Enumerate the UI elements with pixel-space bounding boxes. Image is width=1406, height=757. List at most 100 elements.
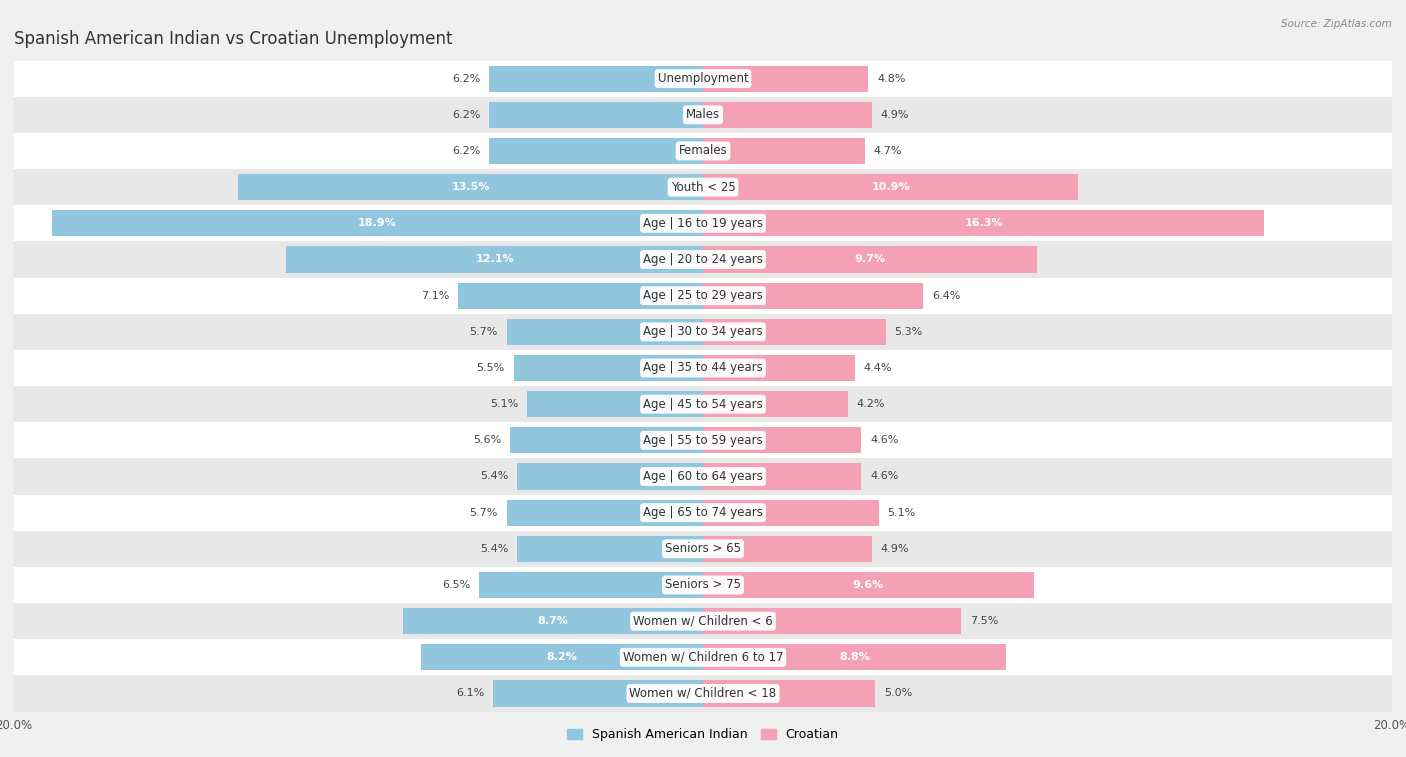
Text: Seniors > 65: Seniors > 65 — [665, 542, 741, 556]
Text: 5.4%: 5.4% — [479, 472, 509, 481]
Text: 6.4%: 6.4% — [932, 291, 960, 301]
Bar — [14, 278, 1392, 313]
Bar — [506, 319, 703, 345]
Bar — [703, 355, 855, 381]
Bar — [703, 572, 1033, 598]
Bar — [517, 536, 703, 562]
Bar — [14, 675, 1392, 712]
Text: 5.4%: 5.4% — [479, 544, 509, 554]
Text: 7.1%: 7.1% — [422, 291, 450, 301]
Bar — [287, 247, 703, 273]
Bar — [703, 681, 875, 706]
Bar — [14, 205, 1392, 241]
Text: 4.6%: 4.6% — [870, 435, 898, 445]
Text: Women w/ Children < 6: Women w/ Children < 6 — [633, 615, 773, 628]
Text: 8.2%: 8.2% — [547, 653, 578, 662]
Bar — [489, 101, 703, 128]
Bar — [703, 174, 1078, 200]
Bar — [703, 536, 872, 562]
Text: Age | 65 to 74 years: Age | 65 to 74 years — [643, 506, 763, 519]
Bar — [14, 241, 1392, 278]
Text: 8.7%: 8.7% — [537, 616, 568, 626]
Text: Age | 55 to 59 years: Age | 55 to 59 years — [643, 434, 763, 447]
Bar — [703, 247, 1038, 273]
Text: Males: Males — [686, 108, 720, 121]
Text: 5.7%: 5.7% — [470, 508, 498, 518]
Bar — [420, 644, 703, 671]
Bar — [14, 603, 1392, 639]
Text: 18.9%: 18.9% — [359, 218, 396, 229]
Bar — [14, 494, 1392, 531]
Bar — [703, 427, 862, 453]
Text: Spanish American Indian vs Croatian Unemployment: Spanish American Indian vs Croatian Unem… — [14, 30, 453, 48]
Bar — [489, 66, 703, 92]
Bar — [703, 391, 848, 417]
Bar — [703, 463, 862, 490]
Text: 16.3%: 16.3% — [965, 218, 1002, 229]
Text: 9.7%: 9.7% — [855, 254, 886, 264]
Text: 5.1%: 5.1% — [887, 508, 915, 518]
Text: 6.1%: 6.1% — [456, 689, 484, 699]
Text: 9.6%: 9.6% — [853, 580, 884, 590]
Text: Age | 16 to 19 years: Age | 16 to 19 years — [643, 217, 763, 230]
Text: 4.2%: 4.2% — [856, 399, 884, 409]
Bar — [510, 427, 703, 453]
Bar — [527, 391, 703, 417]
Text: 13.5%: 13.5% — [451, 182, 489, 192]
Text: Youth < 25: Youth < 25 — [671, 181, 735, 194]
Text: 4.9%: 4.9% — [880, 544, 908, 554]
Bar — [479, 572, 703, 598]
Bar — [14, 567, 1392, 603]
Text: 5.5%: 5.5% — [477, 363, 505, 373]
Text: 5.6%: 5.6% — [474, 435, 502, 445]
Bar — [703, 66, 869, 92]
Text: 10.9%: 10.9% — [872, 182, 910, 192]
Bar — [14, 422, 1392, 459]
Text: 5.1%: 5.1% — [491, 399, 519, 409]
Text: Source: ZipAtlas.com: Source: ZipAtlas.com — [1281, 19, 1392, 29]
Bar — [404, 608, 703, 634]
Bar — [513, 355, 703, 381]
Bar — [703, 282, 924, 309]
Text: 6.2%: 6.2% — [453, 110, 481, 120]
Text: 4.4%: 4.4% — [863, 363, 891, 373]
Bar — [14, 169, 1392, 205]
Text: 5.0%: 5.0% — [884, 689, 912, 699]
Text: Age | 35 to 44 years: Age | 35 to 44 years — [643, 362, 763, 375]
Bar — [703, 319, 886, 345]
Legend: Spanish American Indian, Croatian: Spanish American Indian, Croatian — [568, 728, 838, 741]
Text: 12.1%: 12.1% — [475, 254, 515, 264]
Bar — [14, 350, 1392, 386]
Bar — [14, 639, 1392, 675]
Bar — [703, 101, 872, 128]
Text: 6.2%: 6.2% — [453, 146, 481, 156]
Bar — [14, 313, 1392, 350]
Bar — [703, 500, 879, 525]
Bar — [458, 282, 703, 309]
Bar — [14, 459, 1392, 494]
Text: Seniors > 75: Seniors > 75 — [665, 578, 741, 591]
Bar — [52, 210, 703, 236]
Text: Age | 60 to 64 years: Age | 60 to 64 years — [643, 470, 763, 483]
Text: 4.9%: 4.9% — [880, 110, 908, 120]
Text: Age | 25 to 29 years: Age | 25 to 29 years — [643, 289, 763, 302]
Text: Unemployment: Unemployment — [658, 72, 748, 85]
Bar — [703, 644, 1007, 671]
Text: Age | 20 to 24 years: Age | 20 to 24 years — [643, 253, 763, 266]
Text: 4.8%: 4.8% — [877, 73, 905, 83]
Text: 4.7%: 4.7% — [873, 146, 903, 156]
Bar — [494, 681, 703, 706]
Bar — [238, 174, 703, 200]
Bar — [703, 608, 962, 634]
Text: Age | 30 to 34 years: Age | 30 to 34 years — [643, 326, 763, 338]
Bar — [506, 500, 703, 525]
Text: 6.2%: 6.2% — [453, 73, 481, 83]
Text: Women w/ Children < 18: Women w/ Children < 18 — [630, 687, 776, 700]
Text: Age | 45 to 54 years: Age | 45 to 54 years — [643, 397, 763, 410]
Text: 5.7%: 5.7% — [470, 327, 498, 337]
Bar — [14, 386, 1392, 422]
Bar — [703, 210, 1264, 236]
Bar — [14, 133, 1392, 169]
Bar — [517, 463, 703, 490]
Bar — [14, 531, 1392, 567]
